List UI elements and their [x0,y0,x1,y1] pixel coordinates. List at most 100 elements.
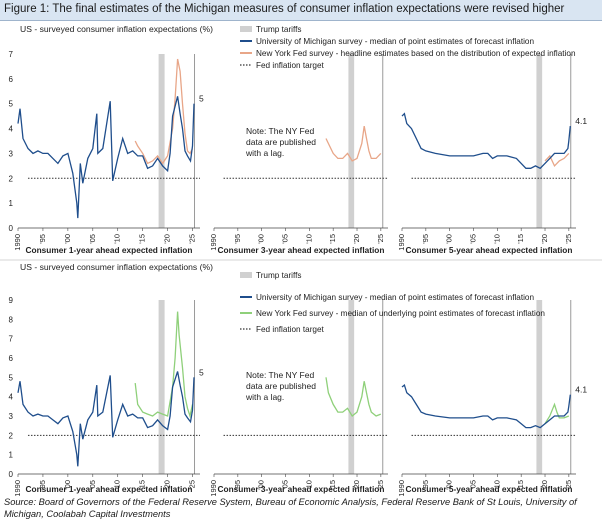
c0-p0-xtick-3: '05 [88,234,97,244]
c1-p1-xtick-4: '10 [304,480,313,490]
c1-p1-xtick-0: 1990 [209,480,218,496]
c0-p2-xtick-0: 1990 [397,234,406,251]
c0-p2-tariff-band [536,54,543,228]
c0-p0-xtick-2: '00 [63,234,72,244]
c0-p1-xlabel: Consumer 3-year ahead expected inflation [218,245,385,255]
c0-legend-tariff-swatch [240,26,252,32]
c0-p0-nyfed-line [134,58,194,165]
c1-p2-xtick-3: '05 [469,480,478,490]
c1-ylabel: US - surveyed consumer inflation expecta… [20,262,213,272]
c0-p2-xtick-6: '20 [540,234,549,244]
c0-legend-nyfed: New York Fed survey - headline estimates… [256,49,576,58]
c1-p2-michigan-line [401,384,571,429]
c0-p0-xtick-5: '15 [138,234,147,244]
c0-p2-xtick-3: '05 [469,234,478,244]
c1-p1-nyfed-line [325,377,382,417]
figure-canvas: 0 1 2 3 4 5 6 7 US - surveyed consumer inflation… [0,24,602,496]
c0-p0-tariff-band [158,54,165,228]
c0-note-line-2: with a lag. [245,148,284,158]
c0-p0-xtick-7: '25 [188,234,197,244]
c1-legend-target: Fed inflation target [256,325,325,334]
c0-p0-xtick-0: 1990 [13,234,22,251]
c1-p0-xtick-4: '10 [113,480,122,490]
c1-p2-xtick-7: '25 [564,480,573,490]
c0-p1-nyfed-line [325,125,382,162]
c0-p1-xtick-2: '00 [257,234,266,244]
c0-p2-xtick-2: '00 [445,234,454,244]
c0-p0-michigan-line [17,96,195,219]
c0-ytick-4: 4 [9,125,14,134]
c1-note-line-2: with a lag. [245,392,284,402]
c1-ytick-7: 7 [9,335,14,344]
c1-p2-xtick-1: '95 [421,480,430,490]
c1-p2-xtick-5: '15 [516,480,525,490]
c0-p0-xtick-4: '10 [113,234,122,244]
c0-ytick-5: 5 [9,100,14,109]
c1-legend-michigan: University of Michigan survey - median o… [256,293,534,302]
c1-p0-xtick-2: '00 [63,480,72,490]
c0-p1-tariff-band [348,54,355,228]
c1-p1-xtick-6: '20 [352,480,361,490]
c1-p0-xtick-0: 1990 [13,480,22,496]
c0-p1-xtick-5: '15 [328,234,337,244]
c1-ytick-3: 3 [9,412,14,421]
c0-p2-xtick-4: '10 [492,234,501,244]
c1-p1-xtick-2: '00 [257,480,266,490]
c1-p2-xtick-6: '20 [540,480,549,490]
c0-legend-target: Fed inflation target [256,61,325,70]
c1-p0-xtick-1: '95 [38,480,47,490]
c1-legend-tariff: Trump tariffs [256,271,302,280]
c0-ytick-3: 3 [9,149,14,158]
c0-ytick-0: 0 [9,224,14,233]
c0-legend-tariff: Trump tariffs [256,25,302,34]
c1-ytick-0: 0 [9,470,14,479]
c0-p0-end-label: 5 [199,94,204,104]
c1-p1-xlabel: Consumer 3-year ahead expected inflation [218,484,385,494]
c0-ytick-2: 2 [9,174,14,183]
c1-legend-nyfed: New York Fed survey - median of underlyi… [256,309,545,318]
c1-p1-tariff-band [348,300,355,474]
c0-p2-xlabel: Consumer 5-year ahead expected inflation [406,245,573,255]
c0-p1-xtick-6: '20 [352,234,361,244]
c0-ytick-7: 7 [9,50,14,59]
c1-p0-michigan-line [17,371,195,467]
c1-ytick-9: 9 [9,296,14,305]
c1-p2-nyfed-line [544,402,570,425]
c1-ytick-6: 6 [9,354,14,363]
c0-p0-xtick-1: '95 [38,234,47,244]
c1-p0-xtick-5: '15 [138,480,147,490]
c1-ytick-8: 8 [9,315,14,324]
c1-p2-tariff-band [536,300,543,474]
c1-legend-tariff-swatch [240,272,252,278]
c1-p0-xtick-3: '05 [88,480,97,490]
c1-p0-xtick-6: '20 [163,480,172,490]
c1-ytick-2: 2 [9,431,14,440]
c1-p1-xtick-5: '15 [328,480,337,490]
c1-p2-xtick-4: '10 [492,480,501,490]
c0-p0-xtick-6: '20 [163,234,172,244]
c0-note-line-0: Note: The NY Fed [246,126,314,136]
c0-p0-xlabel: Consumer 1-year ahead expected inflation [26,245,193,255]
c0-p2-michigan-line [401,112,571,170]
c1-p1-xtick-1: '95 [233,480,242,490]
c1-note-line-0: Note: The NY Fed [246,370,314,380]
c0-ylabel: US - surveyed consumer inflation expecta… [20,24,213,34]
c1-p2-end-label: 4.1 [575,385,587,395]
c0-p2-xtick-5: '15 [516,234,525,244]
c1-p2-xlabel: Consumer 5-year ahead expected inflation [406,484,573,494]
c0-ytick-1: 1 [9,199,14,208]
c1-p2-xtick-0: 1990 [397,480,406,496]
c0-note-line-1: data are published [246,137,316,147]
c1-p1-xtick-3: '05 [281,480,290,490]
c0-legend-michigan: University of Michigan survey - median o… [256,37,534,46]
c1-note-line-1: data are published [246,381,316,391]
c0-ytick-6: 6 [9,75,14,84]
title-bar: Figure 1: The final estimates of the Mic… [0,0,602,21]
c0-p1-xtick-3: '05 [281,234,290,244]
figure-title: Figure 1: The final estimates of the Mic… [4,3,565,15]
c0-p2-xtick-1: '95 [421,234,430,244]
c0-p2-nyfed-line [544,152,570,168]
c0-p2-xtick-7: '25 [564,234,573,244]
c1-p0-end-label: 5 [199,367,204,377]
c1-ytick-4: 4 [9,393,14,402]
